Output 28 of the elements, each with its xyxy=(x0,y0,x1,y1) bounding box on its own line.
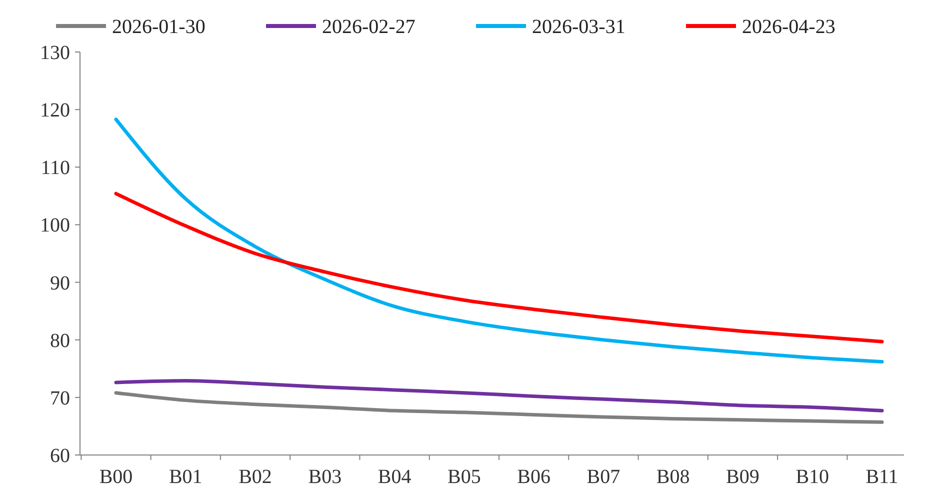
line-series xyxy=(114,192,884,344)
y-tick-label: 120 xyxy=(40,100,70,122)
y-tick-label: 90 xyxy=(50,272,70,294)
legend-label: 2026-02-27 xyxy=(322,16,416,38)
y-tick-label: 110 xyxy=(40,157,70,180)
y-tick-label: 70 xyxy=(50,387,70,410)
x-tick-label: B08 xyxy=(656,466,690,488)
legend-label: 2026-01-30 xyxy=(112,16,206,38)
line-series xyxy=(114,391,884,424)
x-tick-label: B03 xyxy=(308,466,342,488)
x-tick-label: B06 xyxy=(517,466,550,488)
y-tick-label: 100 xyxy=(40,214,70,237)
legend-label: 2026-04-23 xyxy=(742,16,836,38)
line-series xyxy=(114,378,884,412)
x-tick-label: B01 xyxy=(168,466,202,488)
x-tick-label: B10 xyxy=(796,466,830,488)
y-tick-label: 80 xyxy=(50,330,70,352)
line-series xyxy=(114,118,884,364)
y-tick-label: 60 xyxy=(50,445,70,467)
x-tick-label: B00 xyxy=(99,466,133,488)
x-tick-label: B02 xyxy=(238,466,272,488)
x-tick-label: B05 xyxy=(448,466,481,488)
y-tick-label: 130 xyxy=(40,42,70,64)
x-tick-label: B07 xyxy=(586,466,620,488)
legend-label: 2026-03-31 xyxy=(532,16,626,38)
x-tick-label: B11 xyxy=(866,466,898,488)
x-tick-label: B04 xyxy=(378,466,412,488)
x-tick-label: B09 xyxy=(726,466,760,488)
